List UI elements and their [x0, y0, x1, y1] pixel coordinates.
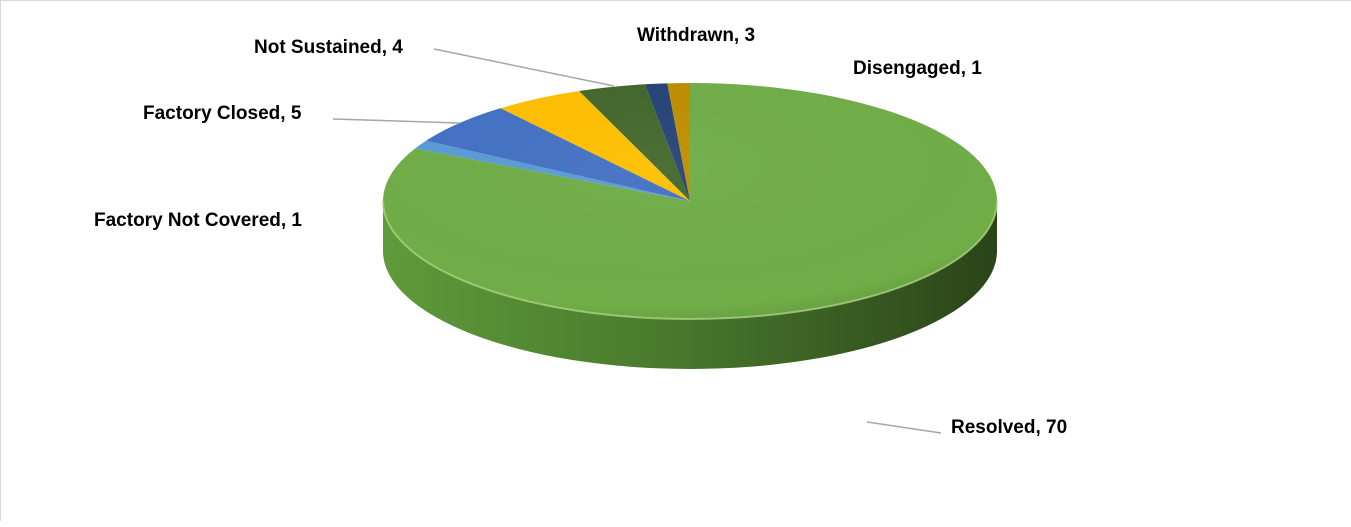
- pie-side-wall-shape: [383, 201, 997, 369]
- data-label: Disengaged, 1: [853, 58, 982, 79]
- data-label: Not Sustained, 4: [254, 37, 403, 58]
- leader-line: [433, 48, 615, 87]
- leader-line: [866, 421, 942, 434]
- data-label: Resolved, 70: [951, 417, 1067, 438]
- pie-rim: [382, 200, 998, 320]
- data-label: Withdrawn, 3: [637, 25, 755, 46]
- data-label: Factory Not Covered, 1: [94, 210, 302, 231]
- leader-lines: [332, 48, 942, 434]
- pie-top-shading: [383, 83, 997, 319]
- pie-top: [382, 83, 998, 320]
- pie-side-wall: [383, 201, 997, 369]
- leader-line: [332, 118, 460, 124]
- data-label: Factory Closed, 5: [143, 103, 302, 124]
- data-labels: Resolved, 70 Factory Not Covered, 1 Factor…: [94, 25, 1067, 438]
